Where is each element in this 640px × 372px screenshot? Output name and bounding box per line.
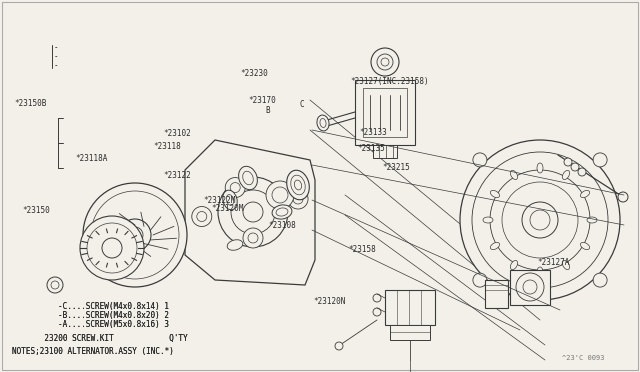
Ellipse shape [243,171,253,185]
Circle shape [373,308,381,316]
Ellipse shape [483,217,493,223]
Text: *23158: *23158 [349,245,376,254]
Ellipse shape [227,240,243,250]
Circle shape [593,273,607,287]
Text: -B....SCREW(M4x0.8x20) 2: -B....SCREW(M4x0.8x20) 2 [58,311,168,320]
Text: *23150: *23150 [22,206,50,215]
Ellipse shape [510,260,518,270]
Circle shape [516,273,544,301]
Circle shape [578,168,586,176]
Circle shape [522,202,558,238]
Text: B: B [266,106,270,115]
Circle shape [618,192,628,202]
Ellipse shape [587,217,597,223]
Text: 23200 SCREW.KIT            Q'TY: 23200 SCREW.KIT Q'TY [12,334,188,343]
Ellipse shape [239,166,257,190]
Ellipse shape [510,170,518,180]
Circle shape [192,206,212,227]
Polygon shape [355,80,415,145]
Text: *23122: *23122 [163,171,191,180]
Text: *23170: *23170 [248,96,276,105]
Circle shape [373,294,381,302]
Ellipse shape [276,208,288,216]
Circle shape [80,216,144,280]
Circle shape [490,170,590,270]
Ellipse shape [563,170,570,180]
Polygon shape [385,290,435,325]
Ellipse shape [490,190,500,198]
Text: -C....SCREW(M4x0.8x14) 1: -C....SCREW(M4x0.8x14) 1 [58,302,168,311]
Text: *23120M: *23120M [211,204,244,213]
Text: 23200 SCREW.KIT            Q'TY: 23200 SCREW.KIT Q'TY [12,334,188,343]
Ellipse shape [317,115,329,131]
Circle shape [473,273,487,287]
Text: -: - [54,43,59,52]
Ellipse shape [537,163,543,173]
Text: -B....SCREW(M4x0.8x20) 2: -B....SCREW(M4x0.8x20) 2 [58,311,168,320]
Ellipse shape [287,170,309,200]
Circle shape [218,177,288,247]
Text: *23133: *23133 [360,128,387,137]
Circle shape [102,238,122,258]
Text: -A....SCREW(M5x0.8x16) 3: -A....SCREW(M5x0.8x16) 3 [58,320,168,329]
Circle shape [593,153,607,167]
Circle shape [231,190,275,234]
Circle shape [460,140,620,300]
Text: *23118A: *23118A [76,154,108,163]
Circle shape [243,228,263,248]
Circle shape [564,158,572,166]
Circle shape [83,183,187,287]
Circle shape [571,163,579,171]
Ellipse shape [272,205,292,219]
Ellipse shape [320,119,326,128]
Text: NOTES;23100 ALTERNATOR.ASSY (INC.*): NOTES;23100 ALTERNATOR.ASSY (INC.*) [12,347,173,356]
Circle shape [473,153,487,167]
Polygon shape [510,270,550,305]
Text: *23108: *23108 [269,221,296,230]
Circle shape [119,219,151,251]
Circle shape [371,48,399,76]
Ellipse shape [291,175,305,195]
Text: *23122M: *23122M [204,196,236,205]
Text: ^23'C 0093: ^23'C 0093 [563,355,605,361]
Text: *23215: *23215 [383,163,410,172]
Text: -C....SCREW(M4x0.8x14) 1: -C....SCREW(M4x0.8x14) 1 [58,302,168,311]
Ellipse shape [537,267,543,277]
Text: *23150B: *23150B [14,99,47,108]
Ellipse shape [563,260,570,270]
Circle shape [266,181,294,209]
Text: *23127(INC.23158): *23127(INC.23158) [351,77,429,86]
Text: -: - [54,61,59,70]
Circle shape [47,277,63,293]
Text: *23230: *23230 [240,69,268,78]
Polygon shape [373,145,397,158]
Text: *23127A: *23127A [538,258,570,267]
Circle shape [225,177,245,198]
Circle shape [288,189,308,209]
Text: *23135: *23135 [357,144,385,153]
Circle shape [335,342,343,350]
Text: *23120N: *23120N [314,297,346,306]
Ellipse shape [490,243,500,250]
Text: -: - [54,52,59,61]
Text: C: C [300,100,304,109]
Text: -A....SCREW(M5x0.8x16) 3: -A....SCREW(M5x0.8x16) 3 [58,320,168,329]
Polygon shape [363,88,407,137]
Text: *23118: *23118 [154,142,181,151]
Polygon shape [390,325,430,340]
Polygon shape [185,140,315,285]
Ellipse shape [580,243,589,250]
Circle shape [377,54,393,70]
Text: *23102: *23102 [163,129,191,138]
Ellipse shape [580,190,589,198]
Ellipse shape [223,190,237,210]
Polygon shape [485,280,508,308]
Text: NOTES;23100 ALTERNATOR.ASSY (INC.*): NOTES;23100 ALTERNATOR.ASSY (INC.*) [12,347,173,356]
